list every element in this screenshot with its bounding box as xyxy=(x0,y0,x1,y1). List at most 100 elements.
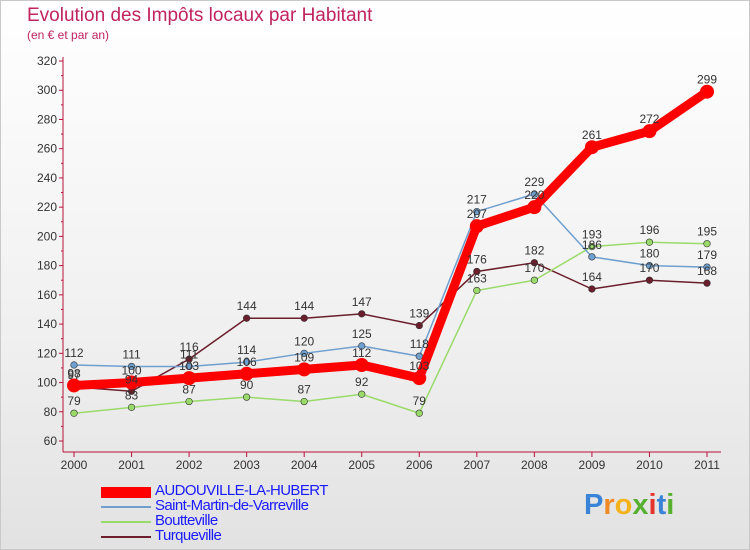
data-label-boutteville: 163 xyxy=(467,271,487,285)
data-point-saint-martin-de-varreville xyxy=(243,358,251,366)
data-point-turqueville xyxy=(243,314,251,322)
data-label-audouville-la-hubert: 100 xyxy=(122,364,142,378)
legend-label-saint-martin: Saint-Martin-de-Varreville xyxy=(155,497,309,514)
data-label-turqueville: 147 xyxy=(352,295,372,309)
data-point-boutteville xyxy=(530,276,538,284)
x-tick-label: 2003 xyxy=(233,458,260,472)
data-point-boutteville xyxy=(127,403,136,411)
data-point-saint-martin-de-varreville xyxy=(415,352,423,360)
x-tick-label: 2011 xyxy=(694,458,720,472)
data-label-boutteville: 193 xyxy=(582,228,602,242)
y-tick-label: 200 xyxy=(37,229,57,243)
legend-label-boutteville: Boutteville xyxy=(155,512,218,529)
legend-label-turqueville: Turqueville xyxy=(155,527,222,544)
data-label-boutteville: 79 xyxy=(67,394,81,408)
legend-swatch-boutteville xyxy=(101,521,151,523)
data-point-saint-martin-de-varreville xyxy=(185,362,193,371)
data-label-saint-martin-de-varreville: 125 xyxy=(352,327,372,341)
data-label-saint-martin-de-varreville: 112 xyxy=(64,346,83,360)
data-point-turqueville xyxy=(645,276,654,284)
data-label-audouville-la-hubert: 103 xyxy=(409,359,429,373)
data-point-audouville-la-hubert xyxy=(239,366,254,381)
data-point-audouville-la-hubert xyxy=(354,358,369,372)
data-label-turqueville: 97 xyxy=(67,368,81,382)
y-tick-label: 280 xyxy=(37,112,57,126)
data-label-boutteville: 79 xyxy=(413,394,427,408)
data-label-saint-martin-de-varreville: 217 xyxy=(467,193,487,207)
y-tick-label: 260 xyxy=(37,142,57,156)
data-point-audouville-la-hubert xyxy=(642,124,657,139)
data-label-audouville-la-hubert: 109 xyxy=(294,350,314,364)
x-tick-label: 2000 xyxy=(61,458,88,472)
legend-label-audouville: AUDOUVILLE-LA-HUBERT xyxy=(155,482,328,499)
data-label-saint-martin-de-varreville: 179 xyxy=(697,248,717,262)
y-tick-label: 240 xyxy=(37,171,57,185)
data-label-audouville-la-hubert: 299 xyxy=(697,73,717,87)
y-tick-label: 60 xyxy=(44,434,58,448)
data-label-saint-martin-de-varreville: 114 xyxy=(237,343,256,357)
data-label-turqueville: 176 xyxy=(467,252,487,266)
data-label-boutteville: 83 xyxy=(125,388,139,402)
y-tick-label: 140 xyxy=(37,317,57,331)
y-tick-label: 120 xyxy=(37,346,57,360)
data-label-audouville-la-hubert: 220 xyxy=(524,188,544,202)
data-point-turqueville xyxy=(300,314,308,322)
data-point-saint-martin-de-varreville xyxy=(588,253,596,261)
data-label-boutteville: 90 xyxy=(240,378,254,392)
data-point-audouville-la-hubert xyxy=(124,375,139,390)
chart-subtitle: (en € et par an) xyxy=(27,28,110,42)
data-label-saint-martin-de-varreville: 118 xyxy=(410,337,429,351)
data-label-saint-martin-de-varreville: 111 xyxy=(180,347,199,361)
data-point-saint-martin-de-varreville xyxy=(530,190,538,198)
data-point-turqueville xyxy=(473,267,481,276)
data-point-audouville-la-hubert xyxy=(584,140,599,155)
data-point-saint-martin-de-varreville xyxy=(300,349,308,357)
data-point-audouville-la-hubert xyxy=(527,200,542,215)
data-label-turqueville: 144 xyxy=(294,299,314,313)
data-point-saint-martin-de-varreville xyxy=(127,362,136,371)
series-layer xyxy=(67,84,714,417)
logo-letter: o xyxy=(614,489,633,521)
data-label-turqueville: 116 xyxy=(180,340,199,354)
data-label-boutteville: 170 xyxy=(524,261,544,275)
data-point-saint-martin-de-varreville xyxy=(358,342,366,350)
y-tick-label: 180 xyxy=(37,259,57,273)
data-label-turqueville: 144 xyxy=(237,299,257,313)
data-label-turqueville: 170 xyxy=(639,261,659,275)
data-point-audouville-la-hubert xyxy=(412,371,427,386)
data-point-boutteville xyxy=(415,409,423,417)
data-point-boutteville xyxy=(300,397,308,406)
y-tick-label: 220 xyxy=(37,200,57,214)
data-label-layer: 97 94 116 144 144 147 139 176 182 164 170 168 79 83 87… xyxy=(64,73,717,409)
data-label-audouville-la-hubert: 106 xyxy=(237,355,257,369)
data-point-audouville-la-hubert xyxy=(469,219,484,234)
data-point-audouville-la-hubert xyxy=(67,378,81,393)
series-line-boutteville xyxy=(73,241,708,414)
data-point-saint-martin-de-varreville xyxy=(473,207,481,216)
data-point-boutteville xyxy=(703,240,711,248)
proxiti-logo: Proxiti xyxy=(584,489,674,522)
data-label-audouville-la-hubert: 98 xyxy=(67,366,81,380)
data-point-boutteville xyxy=(588,243,596,251)
data-point-audouville-la-hubert xyxy=(700,84,714,99)
data-point-turqueville xyxy=(415,321,423,330)
data-label-audouville-la-hubert: 272 xyxy=(639,112,659,126)
data-label-turqueville: 94 xyxy=(125,372,139,386)
data-label-saint-martin-de-varreville: 229 xyxy=(524,175,544,189)
legend-swatch-turqueville xyxy=(101,536,151,538)
logo-letter: t xyxy=(656,489,667,521)
x-tick-label: 2004 xyxy=(291,458,318,472)
data-label-saint-martin-de-varreville: 186 xyxy=(582,238,602,252)
data-label-boutteville: 87 xyxy=(182,383,196,397)
x-tick-label: 2002 xyxy=(176,458,203,472)
y-tick-label: 160 xyxy=(37,288,57,302)
y-tick-label: 300 xyxy=(37,83,57,97)
logo-letter: x xyxy=(632,489,649,521)
chart-title: Evolution des Impôts locaux par Habitant xyxy=(27,5,373,26)
data-point-saint-martin-de-varreville xyxy=(703,263,711,271)
data-point-boutteville xyxy=(473,286,481,295)
data-point-turqueville xyxy=(358,310,366,318)
data-point-saint-martin-de-varreville xyxy=(70,361,78,369)
